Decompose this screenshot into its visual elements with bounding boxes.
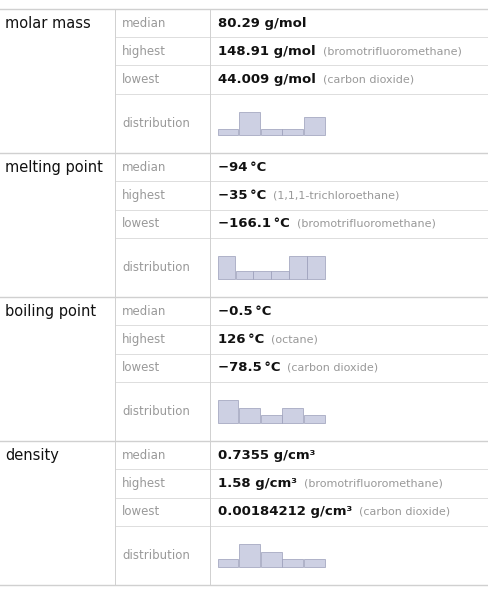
Bar — [217, 560, 238, 567]
Text: distribution: distribution — [122, 549, 190, 562]
Text: lowest: lowest — [122, 505, 160, 519]
Text: distribution: distribution — [122, 261, 190, 274]
Text: (carbon dioxide): (carbon dioxide) — [322, 75, 413, 85]
Text: highest: highest — [122, 333, 166, 346]
Bar — [289, 255, 306, 279]
Text: −0.5 °C: −0.5 °C — [217, 305, 270, 318]
Bar — [282, 560, 303, 567]
Bar — [282, 407, 303, 423]
Text: highest: highest — [122, 45, 166, 58]
Text: melting point: melting point — [5, 160, 102, 175]
Text: 0.7355 g/cm³: 0.7355 g/cm³ — [217, 448, 314, 462]
Text: 148.91 g/mol: 148.91 g/mol — [217, 45, 315, 58]
Text: distribution: distribution — [122, 117, 190, 130]
Bar — [260, 415, 281, 423]
Bar — [260, 129, 281, 135]
Text: −78.5 °C: −78.5 °C — [217, 361, 280, 374]
Text: 0.00184212 g/cm³: 0.00184212 g/cm³ — [217, 505, 351, 519]
Text: 126 °C: 126 °C — [217, 333, 264, 346]
Bar — [217, 129, 238, 135]
Text: (carbon dioxide): (carbon dioxide) — [359, 507, 449, 517]
Bar — [303, 560, 324, 567]
Text: (octane): (octane) — [271, 334, 317, 345]
Text: density: density — [5, 448, 59, 463]
Bar — [239, 112, 260, 135]
Text: 1.58 g/cm³: 1.58 g/cm³ — [217, 477, 296, 490]
Bar — [239, 407, 260, 423]
Text: median: median — [122, 305, 166, 318]
Bar — [303, 415, 324, 423]
Text: (bromotrifluoromethane): (bromotrifluoromethane) — [304, 479, 442, 488]
Text: (bromotrifluoromethane): (bromotrifluoromethane) — [296, 219, 435, 229]
Text: −94 °C: −94 °C — [217, 160, 265, 173]
Text: (1,1,1-trichloroethane): (1,1,1-trichloroethane) — [273, 191, 399, 200]
Bar — [217, 255, 235, 279]
Text: lowest: lowest — [122, 217, 160, 230]
Bar — [239, 544, 260, 567]
Text: median: median — [122, 17, 166, 30]
Bar — [253, 271, 270, 279]
Text: (bromotrifluoromethane): (bromotrifluoromethane) — [322, 46, 461, 56]
Bar — [303, 118, 324, 135]
Text: 80.29 g/mol: 80.29 g/mol — [217, 17, 305, 30]
Bar — [282, 129, 303, 135]
Text: highest: highest — [122, 477, 166, 490]
Text: median: median — [122, 160, 166, 173]
Text: 44.009 g/mol: 44.009 g/mol — [217, 73, 315, 86]
Text: lowest: lowest — [122, 73, 160, 86]
Text: lowest: lowest — [122, 361, 160, 374]
Text: median: median — [122, 448, 166, 462]
Text: highest: highest — [122, 189, 166, 202]
Text: −166.1 °C: −166.1 °C — [217, 217, 289, 230]
Bar — [235, 271, 252, 279]
Text: (carbon dioxide): (carbon dioxide) — [287, 363, 378, 373]
Bar — [271, 271, 288, 279]
Text: −35 °C: −35 °C — [217, 189, 265, 202]
Bar — [260, 552, 281, 567]
Bar — [217, 400, 238, 423]
Text: molar mass: molar mass — [5, 15, 90, 30]
Text: boiling point: boiling point — [5, 304, 96, 318]
Text: distribution: distribution — [122, 405, 190, 418]
Bar — [306, 255, 324, 279]
